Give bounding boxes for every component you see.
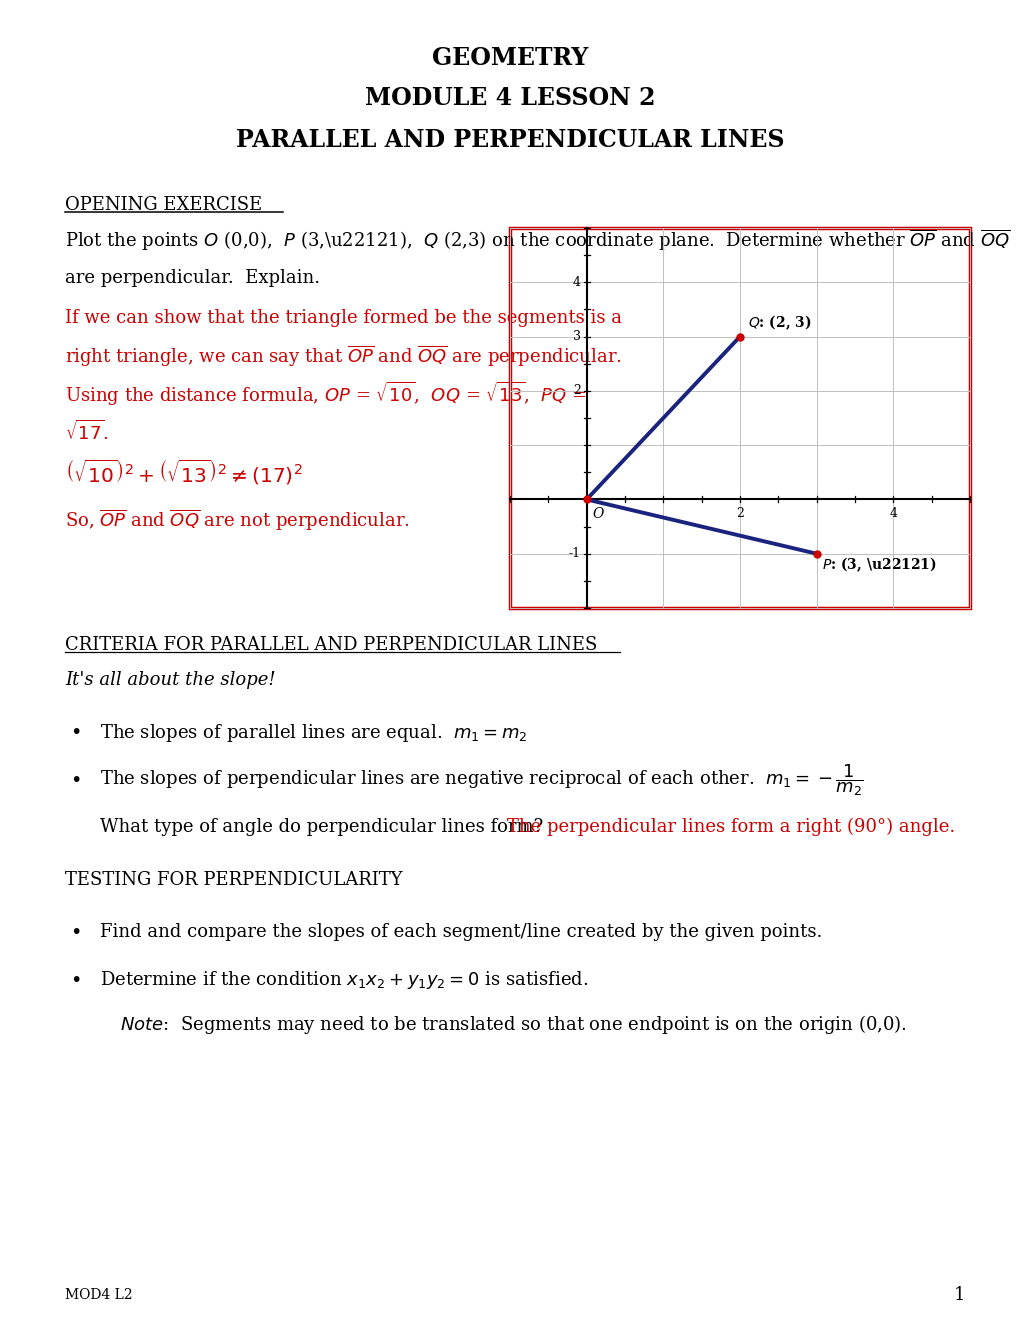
Text: The slopes of parallel lines are equal.  $m_1 = m_2$: The slopes of parallel lines are equal. … bbox=[100, 722, 527, 744]
Text: GEOMETRY: GEOMETRY bbox=[431, 46, 588, 70]
Text: •: • bbox=[70, 970, 82, 990]
Text: -1: -1 bbox=[568, 548, 580, 560]
Text: right triangle, we can say that $\overline{OP}$ and $\overline{OQ}$ are perpendi: right triangle, we can say that $\overli… bbox=[65, 343, 622, 368]
Text: What type of angle do perpendicular lines form?: What type of angle do perpendicular line… bbox=[100, 818, 554, 836]
Text: 4: 4 bbox=[889, 507, 897, 520]
Text: $\sqrt{17}$.: $\sqrt{17}$. bbox=[65, 420, 109, 444]
Text: $\mathit{Note}$:  Segments may need to be translated so that one endpoint is on : $\mathit{Note}$: Segments may need to be… bbox=[120, 1014, 906, 1036]
Text: CRITERIA FOR PARALLEL AND PERPENDICULAR LINES: CRITERIA FOR PARALLEL AND PERPENDICULAR … bbox=[65, 636, 597, 653]
Text: $\mathit{Q}$: (2, 3): $\mathit{Q}$: (2, 3) bbox=[747, 313, 811, 331]
Text: 4: 4 bbox=[572, 276, 580, 289]
Text: 2: 2 bbox=[573, 384, 580, 397]
Text: PARALLEL AND PERPENDICULAR LINES: PARALLEL AND PERPENDICULAR LINES bbox=[235, 128, 784, 152]
Text: 2: 2 bbox=[736, 507, 743, 520]
Text: TESTING FOR PERPENDICULARITY: TESTING FOR PERPENDICULARITY bbox=[65, 871, 403, 888]
Text: So, $\overline{OP}$ and $\overline{OQ}$ are not perpendicular.: So, $\overline{OP}$ and $\overline{OQ}$ … bbox=[65, 507, 410, 533]
Text: MODULE 4 LESSON 2: MODULE 4 LESSON 2 bbox=[365, 86, 654, 110]
Text: The slopes of perpendicular lines are negative reciprocal of each other.  $m_1 =: The slopes of perpendicular lines are ne… bbox=[100, 762, 863, 797]
Text: Using the distance formula, $\mathit{OP}$ = $\sqrt{10}$,  $\mathit{OQ}$ = $\sqrt: Using the distance formula, $\mathit{OP}… bbox=[65, 380, 586, 408]
Text: Plot the points $\mathit{O}$ (0,0),  $\mathit{P}$ (3,\u22121),  $\mathit{Q}$ (2,: Plot the points $\mathit{O}$ (0,0), $\ma… bbox=[65, 227, 1010, 252]
Text: •: • bbox=[70, 723, 82, 742]
Text: •: • bbox=[70, 771, 82, 789]
Text: 1: 1 bbox=[954, 1286, 965, 1304]
Text: $\mathit{P}$: (3, \u22121): $\mathit{P}$: (3, \u22121) bbox=[821, 556, 935, 574]
Text: O: O bbox=[592, 507, 603, 521]
Bar bbox=[510, 228, 969, 609]
Text: $\left(\sqrt{10}\right)^2 + \left(\sqrt{13}\right)^2 \neq (17)^2$: $\left(\sqrt{10}\right)^2 + \left(\sqrt{… bbox=[65, 458, 303, 487]
Text: Determine if the condition $x_1x_2 + y_1y_2 = 0$ is satisfied.: Determine if the condition $x_1x_2 + y_1… bbox=[100, 969, 588, 991]
Text: •: • bbox=[70, 923, 82, 941]
Text: Find and compare the slopes of each segment/line created by the given points.: Find and compare the slopes of each segm… bbox=[100, 923, 821, 941]
Text: are perpendicular.  Explain.: are perpendicular. Explain. bbox=[65, 269, 320, 286]
Text: MOD4 L2: MOD4 L2 bbox=[65, 1288, 132, 1302]
Text: It's all about the slope!: It's all about the slope! bbox=[65, 671, 275, 689]
Text: OPENING EXERCISE: OPENING EXERCISE bbox=[65, 195, 262, 214]
Text: If we can show that the triangle formed be the segments is a: If we can show that the triangle formed … bbox=[65, 309, 622, 327]
Text: The perpendicular lines form a right (90°) angle.: The perpendicular lines form a right (90… bbox=[506, 818, 955, 836]
Text: 3: 3 bbox=[572, 330, 580, 343]
